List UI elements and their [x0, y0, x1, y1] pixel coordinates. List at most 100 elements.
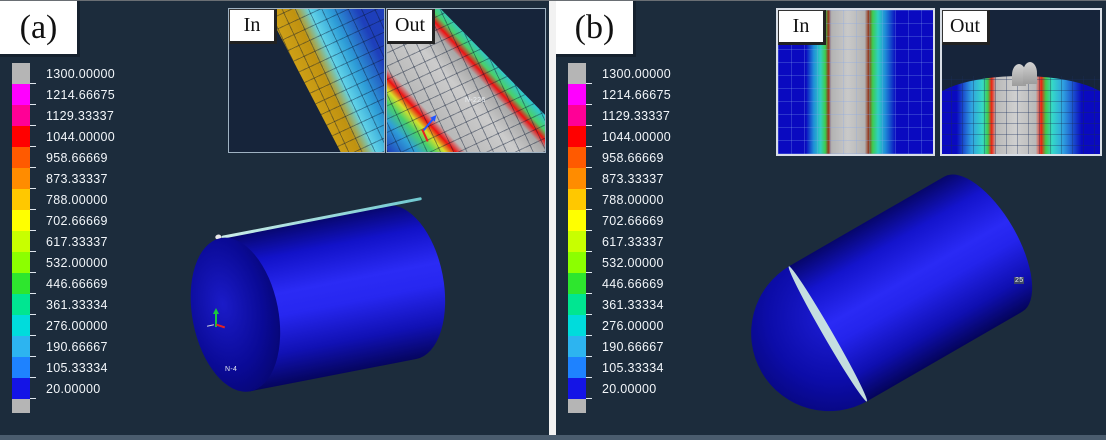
legend-swatch	[568, 357, 592, 378]
capsule-wrap	[701, 125, 1084, 440]
weld-bead	[1012, 64, 1027, 86]
legend-entry: 1044.00000	[12, 126, 115, 147]
legend-colorbar-b: 1300.00000 1214.66675 1129.33337 1044.00000…	[568, 63, 671, 413]
legend-value: 1300.00000	[602, 66, 672, 81]
legend-swatch	[568, 210, 592, 231]
legend-entry: 873.33337	[568, 168, 671, 189]
legend-value: 532.00000	[46, 255, 108, 270]
legend-swatch	[12, 84, 36, 105]
legend-entry: 1214.66675	[568, 84, 671, 105]
bottom-border	[0, 435, 1106, 440]
legend-below-min-cap	[568, 399, 586, 413]
legend-value: 702.66669	[602, 213, 664, 228]
legend-value: 617.33337	[46, 234, 108, 249]
panel-b: (b) 1300.00000 1214.66675 1129.33337 1044.0…	[556, 1, 1106, 440]
legend-swatch	[12, 315, 36, 336]
legend-below-min-cap	[12, 399, 30, 413]
legend-swatch	[12, 168, 36, 189]
legend-value: 105.33334	[46, 360, 108, 375]
legend-entry: 276.00000	[568, 315, 671, 336]
legend-swatch	[12, 63, 36, 84]
legend-value: 446.66669	[46, 276, 108, 291]
legend-value: 276.00000	[46, 318, 108, 333]
legend-entry: 190.66667	[12, 336, 115, 357]
legend-value: 958.66669	[602, 150, 664, 165]
legend-value: 20.00000	[602, 381, 657, 396]
inset-label-in: In	[778, 10, 826, 45]
legend-swatch	[12, 357, 36, 378]
legend-entry: 788.00000	[568, 189, 671, 210]
legend-swatch	[568, 63, 592, 84]
legend-value: 1044.00000	[46, 129, 116, 144]
legend-entry: 1300.00000	[12, 63, 115, 84]
legend-swatch	[568, 126, 592, 147]
legend-swatch	[568, 294, 592, 315]
legend-value: 532.00000	[602, 255, 664, 270]
legend-value: 1129.33337	[46, 108, 115, 123]
node-label: 25	[1014, 277, 1025, 284]
legend-entry: 617.33337	[568, 231, 671, 252]
inset-a-out: N-226 Out	[386, 8, 546, 153]
legend-swatch	[568, 84, 592, 105]
legend-entry: 20.00000	[568, 378, 671, 399]
legend-swatch	[568, 315, 592, 336]
node-label: N-226	[465, 97, 486, 104]
legend-swatch	[568, 273, 592, 294]
cylinder-wrap	[148, 171, 474, 429]
legend-entry: 702.66669	[12, 210, 115, 231]
legend-value: 1044.00000	[602, 129, 672, 144]
legend-entry: 276.00000	[12, 315, 115, 336]
inset-a-in: In	[228, 8, 385, 153]
legend-entry: 446.66669	[12, 273, 115, 294]
legend-swatch	[12, 105, 36, 126]
panel-a-label: (a)	[0, 1, 80, 57]
legend-entry: 873.33337	[12, 168, 115, 189]
legend-swatch	[568, 189, 592, 210]
legend-value: 1129.33337	[602, 108, 671, 123]
node-label: N-4	[225, 366, 238, 373]
legend-swatch	[12, 294, 36, 315]
inset-label-out: Out	[387, 9, 435, 44]
legend-swatch	[568, 336, 592, 357]
inset-b-out: Out	[940, 8, 1102, 156]
legend-entry: 20.00000	[12, 378, 115, 399]
legend-swatch	[12, 189, 36, 210]
legend-value: 105.33334	[602, 360, 664, 375]
panel-divider	[549, 1, 556, 440]
legend-entry: 105.33334	[12, 357, 115, 378]
legend-entry: 958.66669	[568, 147, 671, 168]
legend-entry: 105.33334	[568, 357, 671, 378]
legend-value: 873.33337	[46, 171, 108, 186]
legend-swatch	[12, 231, 36, 252]
legend-entry: 190.66667	[568, 336, 671, 357]
legend-swatch	[568, 231, 592, 252]
legend-swatch	[12, 336, 36, 357]
legend-entry: 702.66669	[568, 210, 671, 231]
legend-value: 276.00000	[602, 318, 664, 333]
mesh-overlay	[942, 76, 1100, 154]
legend-value: 788.00000	[602, 192, 664, 207]
weld-bead	[1023, 62, 1038, 84]
cylinder-model: N-4	[165, 197, 458, 403]
contour-surface-outer	[942, 76, 1100, 154]
legend-value: 361.33334	[602, 297, 664, 312]
legend-swatch	[12, 378, 36, 399]
legend-entry: 1300.00000	[568, 63, 671, 84]
legend-colorbar-a: 1300.00000 1214.66675 1129.33337 1044.00000…	[12, 63, 115, 413]
legend-entry: 361.33334	[12, 294, 115, 315]
legend-value: 361.33334	[46, 297, 108, 312]
legend-value: 20.00000	[46, 381, 101, 396]
inset-label-out: Out	[942, 10, 990, 45]
panel-a: (a) 1300.00000 1214.66675 1129.33337 1044.0…	[0, 1, 549, 436]
legend-value: 1300.00000	[46, 66, 116, 81]
inset-b-in: In	[776, 8, 935, 156]
legend-swatch	[12, 210, 36, 231]
legend-entry: 1129.33337	[12, 105, 115, 126]
legend-entry: 1129.33337	[568, 105, 671, 126]
legend-swatch	[12, 273, 36, 294]
legend-value: 190.66667	[46, 339, 108, 354]
legend-swatch	[12, 126, 36, 147]
capsule-model	[722, 159, 1052, 440]
legend-swatch	[568, 105, 592, 126]
